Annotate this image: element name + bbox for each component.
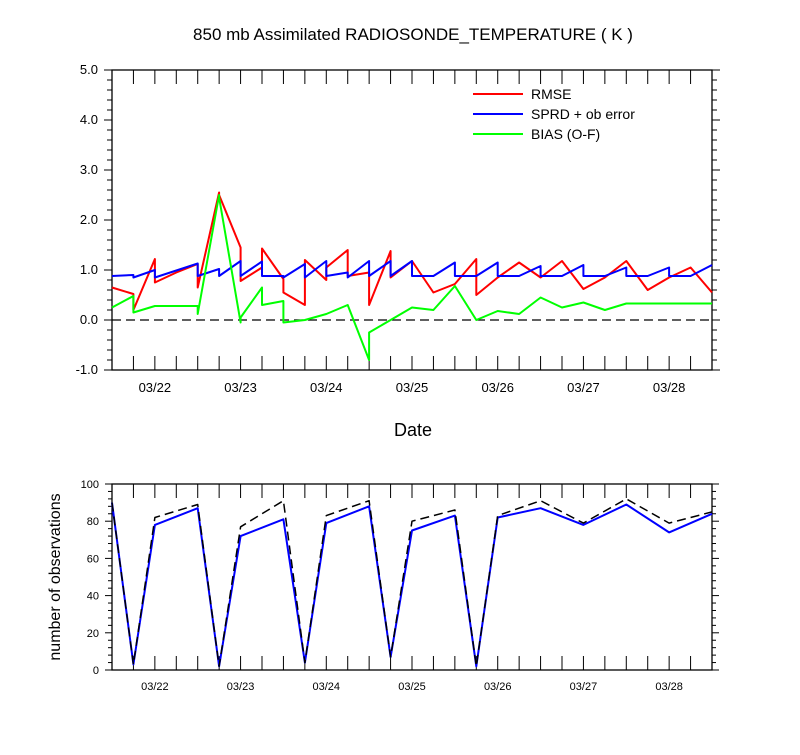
x-tick-label: 03/25	[398, 681, 426, 693]
series-line-0	[111, 502, 713, 668]
x-tick-label: 03/23	[224, 380, 257, 395]
y-tick-label: 0.0	[80, 312, 98, 327]
x-tick-label: 03/27	[570, 681, 598, 693]
y-tick-label: 3.0	[80, 162, 98, 177]
legend-label-1: SPRD + ob error	[531, 106, 635, 122]
y-tick-label: 2.0	[80, 212, 98, 227]
x-tick-label: 03/23	[227, 681, 255, 693]
plot-frame	[111, 483, 713, 671]
x-tick-label: 03/26	[484, 681, 512, 693]
legend-label-0: RMSE	[531, 86, 571, 102]
y-tick-label: 40	[87, 591, 99, 603]
x-tick-label: 03/24	[313, 681, 341, 693]
top-panel: -1.0 0.0 1.0 2.0 3.0 4.0 5.0 03/22 03/23 03/24 03/…	[76, 62, 720, 395]
bottom-panel: 0 20 40 60 80 100 03/22 03/23 03/24 03/25 03/26 03/…	[81, 479, 719, 693]
chart-title: 850 mb Assimilated RADIOSONDE_TEMPERATUR…	[193, 25, 633, 44]
series-line-1	[111, 260, 713, 279]
y-tick-label: 80	[87, 516, 99, 528]
x-tick-label: 03/27	[567, 380, 600, 395]
legend: RMSE SPRD + ob error BIAS (O-F)	[473, 86, 635, 142]
x-tick-label: 03/22	[139, 380, 172, 395]
x-tick-label: 03/28	[655, 681, 683, 693]
series-line-2	[111, 194, 712, 361]
y-tick-label: 60	[87, 553, 99, 565]
y-tick-label: 4.0	[80, 112, 98, 127]
y-tick-label: 0	[93, 665, 99, 677]
y-tick-label: -1.0	[76, 362, 98, 377]
x-tick-label: 03/22	[141, 681, 169, 693]
legend-label-2: BIAS (O-F)	[531, 126, 600, 142]
x-tick-label: 03/25	[396, 380, 429, 395]
y-tick-label: 100	[81, 479, 99, 491]
x-axis-title: Date	[394, 420, 432, 440]
x-tick-label: 03/24	[310, 380, 343, 395]
x-tick-label: 03/26	[481, 380, 514, 395]
series-line-1	[111, 498, 713, 668]
y-tick-label: 1.0	[80, 262, 98, 277]
y-tick-label: 20	[87, 628, 99, 640]
y-tick-label: 5.0	[80, 62, 98, 77]
series-line-0	[111, 191, 713, 311]
y-axis-title-observations: number of observations	[47, 493, 64, 660]
x-tick-label: 03/28	[653, 380, 686, 395]
